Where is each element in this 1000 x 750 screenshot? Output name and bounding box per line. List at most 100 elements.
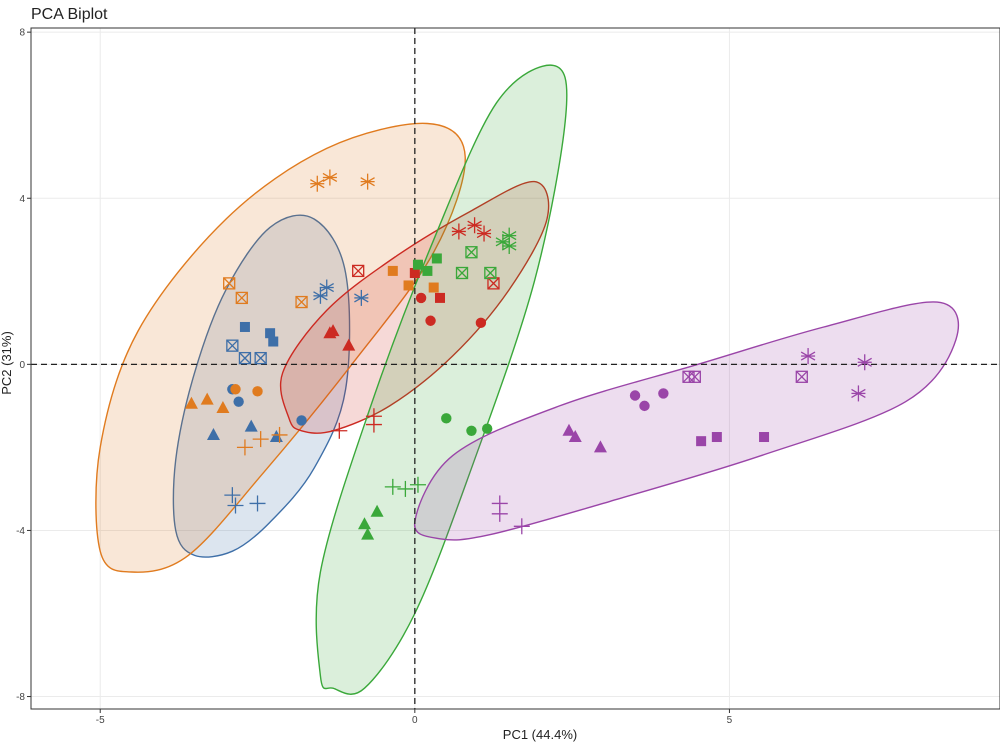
point-plus — [513, 518, 530, 535]
point-asterisk — [360, 173, 375, 190]
panel-border — [30, 27, 1000, 710]
point-plus — [252, 431, 269, 448]
point-square — [409, 267, 420, 278]
point-circle — [252, 386, 263, 397]
x-tick-label: 0 — [412, 715, 418, 726]
point-plus — [491, 505, 508, 522]
point-boxcross — [688, 370, 701, 383]
point-triangle — [216, 400, 230, 413]
point-square — [268, 336, 279, 347]
point-circle — [230, 384, 241, 395]
point-square — [239, 321, 250, 332]
point-triangle — [200, 392, 214, 405]
point-square — [431, 253, 442, 264]
point-triangle — [326, 324, 340, 337]
point-triangle — [357, 517, 371, 530]
y-tick-label: 8 — [19, 28, 25, 39]
point-circle — [296, 415, 307, 426]
point-circle — [233, 396, 244, 407]
point-square — [759, 432, 770, 443]
point-plus — [249, 495, 266, 512]
reference-lines — [31, 28, 1000, 709]
point-boxcross — [487, 277, 500, 290]
point-square — [428, 282, 439, 293]
point-circle — [639, 400, 650, 412]
point-plus — [271, 426, 288, 443]
confidence-ellipse — [95, 122, 466, 573]
point-triangle — [562, 423, 576, 436]
point-asterisk — [476, 225, 492, 242]
point-boxcross — [238, 351, 252, 365]
point-square — [696, 436, 707, 447]
point-boxcross — [795, 370, 808, 383]
point-square — [434, 292, 445, 303]
point-boxcross — [465, 246, 478, 259]
point-triangle — [568, 430, 582, 443]
point-plus — [224, 487, 241, 504]
point-plus — [227, 497, 244, 514]
point-circle — [425, 315, 436, 326]
point-asterisk — [451, 223, 467, 240]
point-circle — [475, 317, 487, 329]
confidence-ellipse — [414, 301, 960, 541]
axis-ticks: -5 0 5 8 4 0 -4 -8 — [16, 28, 733, 726]
point-boxcross — [455, 266, 469, 280]
point-triangle — [342, 338, 356, 351]
x-tick-label: -5 — [96, 715, 105, 726]
point-plus — [397, 480, 414, 497]
point-asterisk — [501, 238, 517, 255]
point-square — [265, 328, 276, 339]
group-ellipses — [95, 64, 960, 695]
point-boxcross — [295, 295, 308, 309]
y-tick-label: -4 — [16, 526, 25, 537]
point-triangle — [184, 396, 198, 409]
point-boxcross — [352, 264, 365, 278]
y-tick-label: 4 — [19, 194, 25, 205]
point-asterisk — [310, 175, 325, 192]
point-square — [422, 265, 433, 276]
point-asterisk — [800, 348, 816, 365]
point-square — [711, 432, 722, 443]
point-asterisk — [354, 289, 369, 306]
point-triangle — [593, 440, 607, 453]
point-plus — [236, 439, 253, 456]
y-axis-title: PC2 (31%) — [0, 331, 14, 395]
point-square — [412, 259, 423, 270]
point-circle — [658, 388, 669, 399]
point-plus — [365, 416, 382, 433]
point-circle — [481, 423, 493, 434]
point-circle — [629, 390, 641, 401]
x-axis-title: PC1 (44.4%) — [503, 727, 577, 742]
point-asterisk — [467, 217, 482, 234]
point-asterisk — [322, 169, 338, 186]
point-asterisk — [319, 279, 334, 296]
x-tick-label: 5 — [727, 715, 733, 726]
point-boxcross — [254, 351, 267, 365]
point-asterisk — [857, 354, 872, 371]
point-boxcross — [226, 339, 239, 352]
point-triangle — [206, 427, 220, 440]
point-plus — [384, 478, 401, 495]
y-tick-label: 0 — [19, 360, 25, 371]
point-circle — [415, 292, 427, 304]
y-tick-label: -8 — [16, 692, 25, 703]
point-boxcross — [235, 291, 248, 305]
point-triangle — [244, 419, 258, 432]
point-square — [387, 265, 398, 276]
point-triangle — [370, 504, 384, 517]
point-circle — [466, 425, 477, 436]
point-boxcross — [484, 266, 497, 280]
point-asterisk — [851, 385, 866, 402]
point-circle — [441, 413, 452, 424]
point-plus — [331, 422, 348, 439]
confidence-ellipse — [279, 180, 550, 434]
panel-background — [31, 28, 1000, 709]
confidence-ellipse — [315, 64, 568, 695]
point-boxcross — [223, 277, 236, 290]
point-plus — [409, 476, 426, 493]
chart-title: PCA Biplot — [31, 6, 108, 23]
confidence-ellipse — [172, 214, 351, 558]
point-triangle — [361, 527, 375, 540]
point-square — [403, 280, 414, 291]
